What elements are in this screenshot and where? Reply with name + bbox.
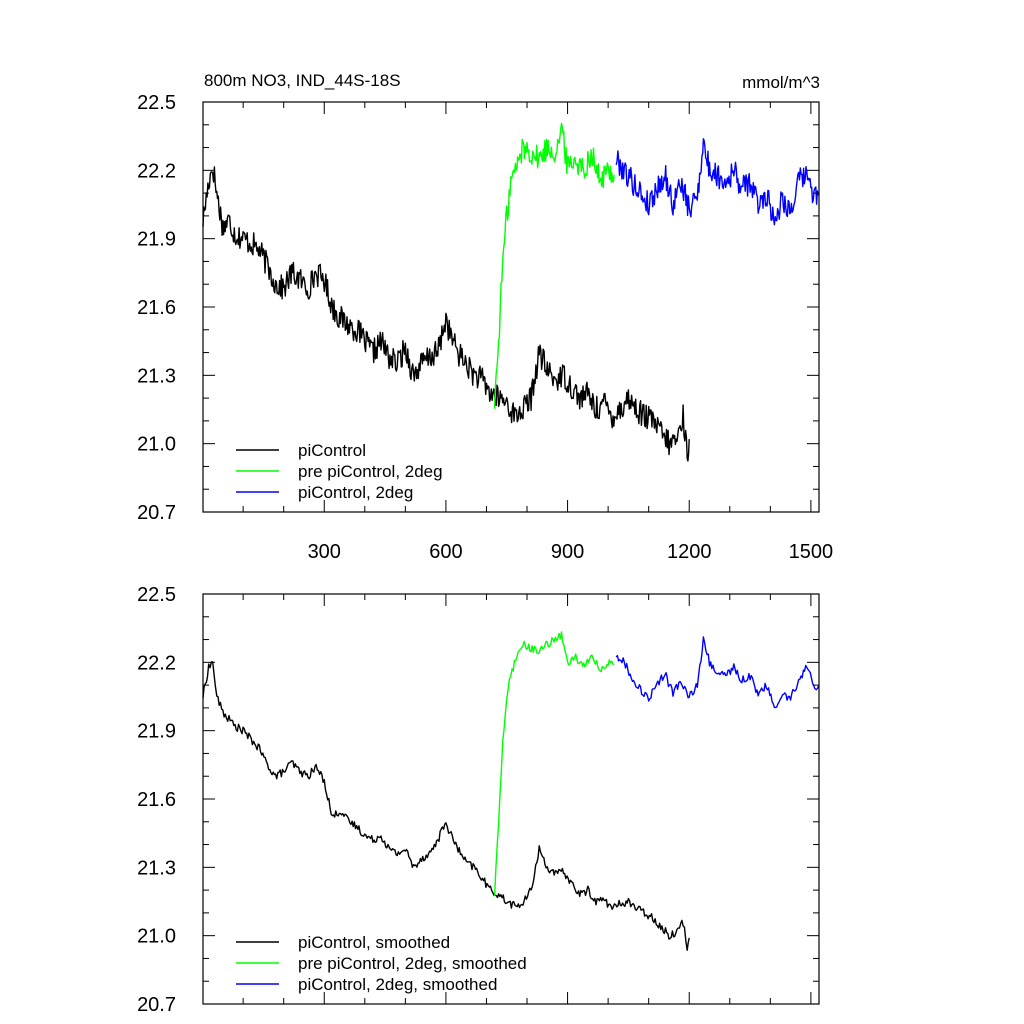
y-tick-label: 20.7	[137, 502, 176, 524]
y-tick-label: 22.2	[137, 160, 176, 182]
y-tick-label: 21.9	[137, 721, 176, 743]
series-line	[493, 122, 615, 409]
series-layer	[202, 122, 820, 462]
legend-label: piControl	[298, 441, 366, 460]
y-tick-label: 21.0	[137, 434, 176, 456]
legend-label: piControl, 2deg, smoothed	[298, 975, 497, 994]
y-tick-label: 21.6	[137, 789, 176, 811]
y-tick-label: 20.7	[137, 994, 176, 1016]
series-line	[493, 631, 615, 897]
bottom-panel: 20.7 21.0 21.3 21.6 21.9 22.2 22.5 piControl, …	[137, 584, 820, 1016]
chart-title: 800m NO3, IND_44S-18S	[204, 71, 401, 90]
legend: piControl, smoothed pre piControl, 2deg, …	[236, 933, 527, 994]
units-label: mmol/m^3	[742, 73, 820, 92]
x-tick-label: 1500	[789, 541, 834, 563]
y-tick-label: 21.9	[137, 229, 176, 251]
series-layer	[202, 631, 820, 951]
legend-label: pre piControl, 2deg, smoothed	[298, 954, 527, 973]
y-tick-label: 21.3	[137, 365, 176, 387]
y-tick-label: 21.0	[137, 926, 176, 948]
tick-layer: 20.7 21.0 21.3 21.6 21.9 22.2 22.5 300 600 900 120…	[137, 92, 833, 563]
y-tick-label: 21.6	[137, 297, 176, 319]
series-line	[615, 138, 820, 226]
plot-frame	[202, 101, 820, 513]
x-tick-label: 900	[551, 541, 584, 563]
y-tick-label: 22.5	[137, 584, 176, 606]
top-panel: 800m NO3, IND_44S-18S mmol/m^3 20.721.02…	[137, 71, 833, 563]
x-tick-label: 1200	[667, 541, 712, 563]
series-line	[615, 636, 820, 709]
series-line	[202, 661, 690, 951]
legend-label: piControl, smoothed	[298, 933, 450, 952]
plot-frame	[202, 593, 820, 1005]
legend-label: pre piControl, 2deg	[298, 462, 443, 481]
series-line	[202, 166, 690, 462]
tick-layer: 20.7 21.0 21.3 21.6 21.9 22.2 22.5	[137, 584, 819, 1016]
y-tick-label: 22.5	[137, 92, 176, 114]
legend-label: piControl, 2deg	[298, 483, 413, 502]
x-tick-label: 600	[429, 541, 462, 563]
y-tick-label: 21.3	[137, 857, 176, 879]
legend: piControl pre piControl, 2deg piControl, 2…	[236, 441, 443, 502]
x-tick-label: 300	[308, 541, 341, 563]
y-tick-label: 22.2	[137, 652, 176, 674]
